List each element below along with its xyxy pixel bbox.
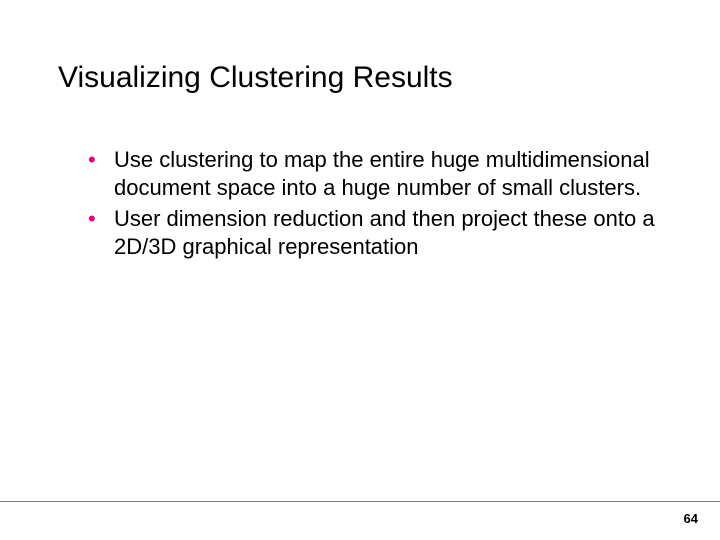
slide-container: Visualizing Clustering Results Use clust… (0, 0, 720, 540)
slide-title: Visualizing Clustering Results (58, 60, 662, 96)
bullet-item: User dimension reduction and then projec… (96, 205, 662, 260)
bullet-list: Use clustering to map the entire huge mu… (58, 146, 662, 260)
footer-divider (0, 501, 720, 502)
bullet-item: Use clustering to map the entire huge mu… (96, 146, 662, 201)
page-number: 64 (684, 511, 698, 526)
